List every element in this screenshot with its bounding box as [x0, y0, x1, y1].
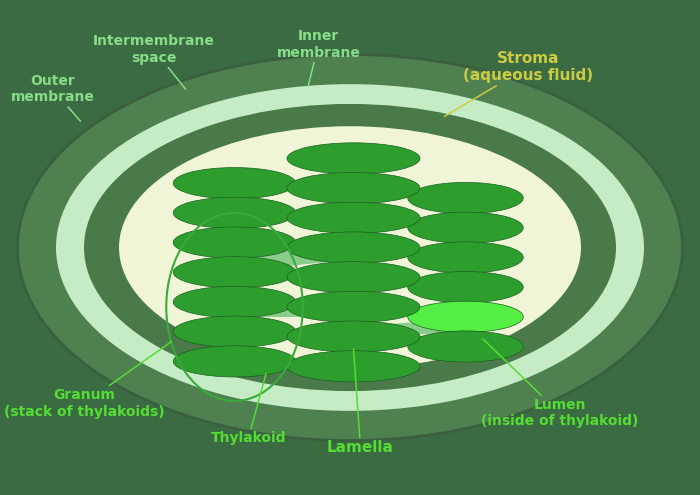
- Ellipse shape: [407, 301, 524, 333]
- Text: Thylakoid: Thylakoid: [211, 374, 286, 445]
- Ellipse shape: [287, 232, 420, 263]
- Ellipse shape: [56, 84, 644, 411]
- Text: Lamella: Lamella: [327, 349, 394, 455]
- Ellipse shape: [441, 310, 490, 324]
- Ellipse shape: [407, 331, 524, 362]
- Polygon shape: [350, 319, 458, 339]
- Ellipse shape: [119, 126, 581, 369]
- Ellipse shape: [407, 212, 524, 243]
- Text: Intermembrane
space: Intermembrane space: [93, 34, 215, 89]
- Ellipse shape: [287, 291, 420, 323]
- Ellipse shape: [18, 54, 682, 441]
- Ellipse shape: [174, 286, 295, 318]
- Ellipse shape: [287, 321, 420, 352]
- Text: Granum
(stack of thylakoids): Granum (stack of thylakoids): [4, 342, 172, 419]
- Polygon shape: [248, 304, 350, 317]
- Text: Inner
membrane: Inner membrane: [276, 29, 360, 87]
- Ellipse shape: [287, 261, 420, 293]
- Ellipse shape: [287, 143, 420, 174]
- Ellipse shape: [174, 198, 295, 229]
- Ellipse shape: [287, 173, 420, 204]
- Ellipse shape: [174, 256, 295, 288]
- Text: Stroma
(aqueous fluid): Stroma (aqueous fluid): [444, 50, 594, 116]
- Ellipse shape: [287, 202, 420, 233]
- Ellipse shape: [287, 350, 420, 382]
- Ellipse shape: [174, 227, 295, 258]
- Ellipse shape: [174, 346, 295, 377]
- Ellipse shape: [407, 271, 524, 302]
- Ellipse shape: [407, 183, 524, 214]
- Ellipse shape: [174, 167, 295, 198]
- Text: Outer
membrane: Outer membrane: [10, 74, 94, 121]
- Text: Lumen
(inside of thylakoid): Lumen (inside of thylakoid): [482, 339, 638, 429]
- Polygon shape: [248, 245, 350, 270]
- Ellipse shape: [84, 104, 616, 391]
- Ellipse shape: [174, 316, 295, 347]
- Ellipse shape: [407, 242, 524, 273]
